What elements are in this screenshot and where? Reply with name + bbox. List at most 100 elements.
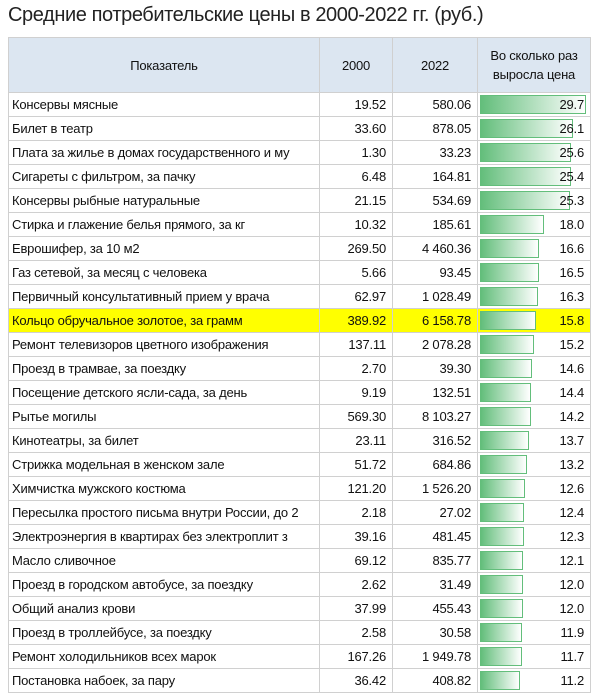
price-cell: 1.30 [320, 141, 393, 165]
row-label: Ремонт холодильников всех марок [8, 645, 320, 669]
price-cell: 2.70 [320, 357, 393, 381]
price-cell: 5.66 [320, 261, 393, 285]
header-cell: Показатель [8, 37, 320, 93]
data-bar [480, 647, 522, 666]
ratio-value: 12.6 [559, 481, 584, 496]
ratio-cell: 25.3 [478, 189, 591, 213]
ratio-cell: 11.9 [478, 621, 591, 645]
price-cell: 164.81 [393, 165, 478, 189]
ratio-value: 14.2 [559, 409, 584, 424]
data-bar [480, 263, 539, 282]
ratio-cell: 15.8 [478, 309, 591, 333]
header-cell: Во сколько раз выросла цена [478, 37, 591, 93]
ratio-value: 14.4 [559, 385, 584, 400]
price-cell: 1 028.49 [393, 285, 478, 309]
price-cell: 569.30 [320, 405, 393, 429]
price-cell: 481.45 [393, 525, 478, 549]
data-bar [480, 383, 532, 402]
ratio-value: 13.2 [559, 457, 584, 472]
row-label: Плата за жилье в домах государственного … [8, 141, 320, 165]
header-cell: 2022 [393, 37, 478, 93]
row-label: Билет в театр [8, 117, 320, 141]
ratio-cell: 29.7 [478, 93, 591, 117]
data-bar [480, 671, 520, 690]
ratio-value: 16.6 [559, 241, 584, 256]
data-bar [480, 239, 540, 258]
price-cell: 121.20 [320, 477, 393, 501]
price-cell: 835.77 [393, 549, 478, 573]
ratio-value: 29.7 [559, 97, 584, 112]
row-label: Проезд в городском автобусе, за поездку [8, 573, 320, 597]
price-cell: 185.61 [393, 213, 478, 237]
data-bar [480, 311, 537, 330]
row-label: Химчистка мужского костюма [8, 477, 320, 501]
data-bar [480, 359, 533, 378]
row-label: Масло сливочное [8, 549, 320, 573]
price-cell: 2 078.28 [393, 333, 478, 357]
data-bar [480, 119, 574, 138]
data-bar [480, 623, 523, 642]
data-bar [480, 143, 572, 162]
ratio-value: 12.3 [559, 529, 584, 544]
row-label: Консервы рыбные натуральные [8, 189, 320, 213]
price-cell: 580.06 [393, 93, 478, 117]
row-label: Рытье могилы [8, 405, 320, 429]
price-cell: 10.32 [320, 213, 393, 237]
price-cell: 51.72 [320, 453, 393, 477]
price-cell: 137.11 [320, 333, 393, 357]
ratio-value: 11.9 [560, 625, 584, 640]
price-cell: 27.02 [393, 501, 478, 525]
data-bar [480, 167, 571, 186]
price-cell: 9.19 [320, 381, 393, 405]
price-cell: 2.58 [320, 621, 393, 645]
ratio-cell: 12.0 [478, 597, 591, 621]
price-cell: 2.62 [320, 573, 393, 597]
price-cell: 878.05 [393, 117, 478, 141]
row-label: Общий анализ крови [8, 597, 320, 621]
price-cell: 23.11 [320, 429, 393, 453]
ratio-cell: 25.6 [478, 141, 591, 165]
data-bar [480, 503, 525, 522]
ratio-value: 15.2 [559, 337, 584, 352]
ratio-value: 16.3 [559, 289, 584, 304]
data-bar [480, 335, 535, 354]
ratio-cell: 12.6 [478, 477, 591, 501]
ratio-value: 13.7 [559, 433, 584, 448]
ratio-value: 15.8 [559, 313, 584, 328]
ratio-value: 25.6 [559, 145, 584, 160]
price-cell: 8 103.27 [393, 405, 478, 429]
price-cell: 2.18 [320, 501, 393, 525]
price-cell: 19.52 [320, 93, 393, 117]
ratio-cell: 11.7 [478, 645, 591, 669]
data-bar [480, 575, 523, 594]
data-bar [480, 431, 529, 450]
price-cell: 31.49 [393, 573, 478, 597]
row-label: Кольцо обручальное золотое, за грамм [8, 309, 320, 333]
row-label: Газ сетевой, за месяц с человека [8, 261, 320, 285]
price-cell: 1 526.20 [393, 477, 478, 501]
row-label: Постановка набоек, за пару [8, 669, 320, 693]
ratio-value: 11.7 [560, 649, 584, 664]
ratio-cell: 14.4 [478, 381, 591, 405]
title: Средние потребительские цены в 2000-2022… [8, 4, 484, 26]
ratio-value: 12.0 [559, 601, 584, 616]
ratio-cell: 13.2 [478, 453, 591, 477]
price-cell: 36.42 [320, 669, 393, 693]
header-cell: 2000 [320, 37, 393, 93]
ratio-value: 25.4 [559, 169, 584, 184]
price-cell: 167.26 [320, 645, 393, 669]
price-cell: 269.50 [320, 237, 393, 261]
row-label: Посещение детского ясли-сада, за день [8, 381, 320, 405]
ratio-cell: 26.1 [478, 117, 591, 141]
row-label: Стрижка модельная в женском зале [8, 453, 320, 477]
ratio-cell: 13.7 [478, 429, 591, 453]
price-cell: 69.12 [320, 549, 393, 573]
ratio-cell: 11.2 [478, 669, 591, 693]
row-label: Консервы мясные [8, 93, 320, 117]
price-cell: 6.48 [320, 165, 393, 189]
ratio-cell: 15.2 [478, 333, 591, 357]
row-label: Пересылка простого письма внутри России,… [8, 501, 320, 525]
row-label: Электроэнергия в квартирах без электропл… [8, 525, 320, 549]
ratio-cell: 14.6 [478, 357, 591, 381]
